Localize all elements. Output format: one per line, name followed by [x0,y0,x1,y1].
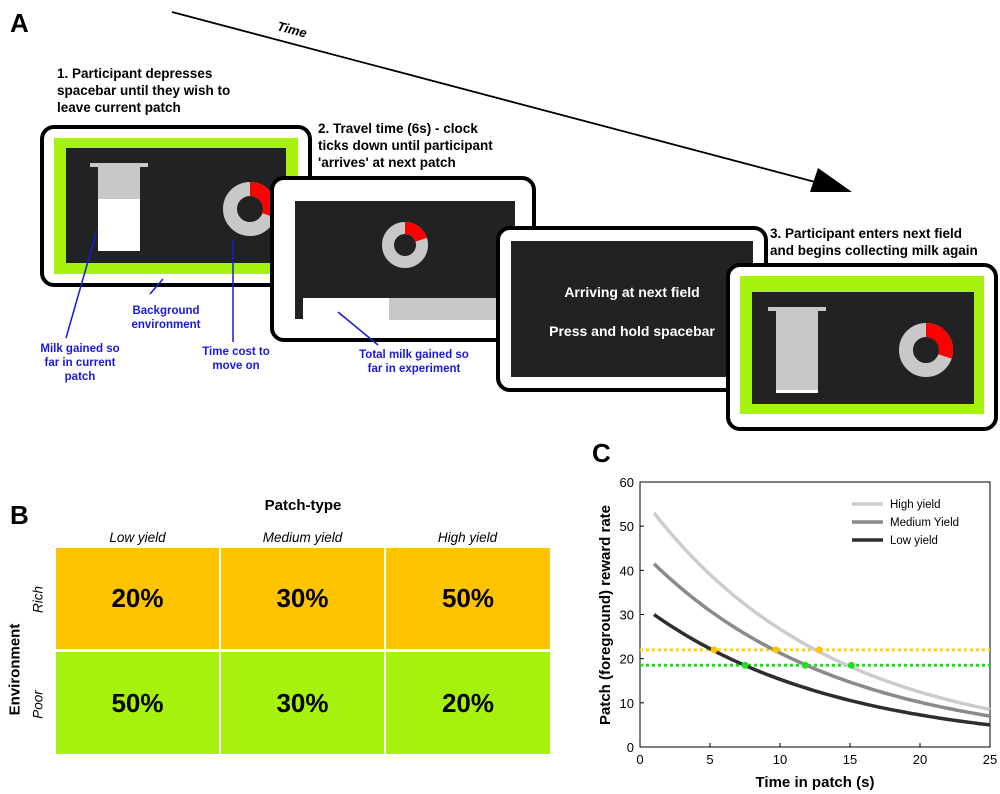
total-milk-remaining [389,298,507,320]
annotation-background-environment: Background environment [113,304,219,332]
x-tick-label: 5 [706,752,713,767]
col-low-yield: Low yield [109,530,166,545]
legend-label: Low yield [890,535,938,547]
cell-poor-high: 20% [386,652,550,754]
cell-poor-low: 50% [56,652,219,754]
y-axis-label: Patch (foreground) reward rate [597,505,614,725]
time-arrow [171,11,852,192]
panel-label-a: A [10,8,29,38]
arriving-message: Arriving at next field [564,284,700,300]
step1-text: 1. Participant depresses spacebar until … [57,65,230,116]
annotation-line: Milk gained so [40,343,120,355]
annotation-line: environment [131,319,201,331]
step1-line: 1. Participant depresses [57,66,213,81]
row-label-poor-wrap: Poor [20,653,56,753]
series-line [652,613,991,727]
screen-next-patch [726,263,998,431]
y-tick-label: 20 [620,652,634,667]
annotation-line: Time cost to [202,346,270,358]
step3-line: 3. Participant enters next field [770,226,963,241]
intersection-point [815,646,823,654]
annotation-lines [65,229,379,346]
jug-lid [768,307,826,311]
foreground-patch [752,292,974,404]
cell-poor-medium: 30% [221,652,384,754]
annotation-milk-patch: Milk gained so far in current patch [25,342,135,384]
background-environment [740,276,984,414]
y-tick-label: 10 [620,696,634,711]
total-milk-filled [303,298,389,320]
intersection-point [801,661,809,669]
x-axis-label: Time in patch (s) [756,774,875,791]
step2-text: 2. Travel time (6s) - clock ticks down u… [318,120,493,171]
step3-line: and begins collecting milk again [770,243,978,258]
arriving-screen: Arriving at next field Press and hold sp… [511,241,753,377]
y-tick-label: 60 [620,475,634,490]
x-tick-label: 15 [843,752,857,767]
annotation-line: patch [64,371,96,383]
legend-label: Medium Yield [890,517,959,529]
annotation-line: far in current [44,357,116,369]
clock-ring-icon [382,221,428,268]
legend-label: High yield [890,499,941,511]
plot-area [639,481,991,748]
table-title: Patch-type [264,497,342,514]
y-tick-label: 40 [620,563,634,578]
reward-rate-chart: 0 5 10 15 20 25 0 10 20 30 40 50 60 High yield Medium… [597,475,997,791]
screen-travel-time [270,176,536,342]
series-line [652,562,991,718]
travel-screen [295,201,515,320]
step2-line: 2. Travel time (6s) - clock [318,121,478,136]
row-label-poor: Poor [30,690,46,719]
annotation-total-milk: Total milk gained so far in experiment [344,348,484,376]
step2-line: 'arrives' at next patch [318,155,456,170]
row-label-rich-wrap: Rich [20,548,56,648]
y-tick-label: 30 [620,608,634,623]
intersection-point [741,661,749,669]
screen-arriving: Arriving at next field Press and hold sp… [496,226,768,392]
step1-line: spacebar until they wish to [57,83,231,98]
cell-rich-low: 20% [56,548,219,649]
x-tick-label: 10 [773,752,787,767]
annotation-line: move on [212,360,260,372]
step1-line: leave current patch [57,100,181,115]
cell-rich-medium: 30% [221,548,384,649]
intersection-point [772,646,780,654]
cell-rich-high: 50% [386,548,550,649]
background-environment [54,138,298,274]
row-label-rich: Rich [30,586,46,614]
spacebar-message: Press and hold spacebar [549,323,715,339]
x-tick-label: 25 [983,752,997,767]
x-tick-label: 20 [913,752,927,767]
intersection-point [710,646,718,654]
step3-text: 3. Participant enters next field and beg… [770,225,978,259]
milk-fill [98,199,140,251]
y-tick-label: 0 [627,740,634,755]
intersection-point [847,661,855,669]
panel-label-b: B [10,500,29,530]
milk-jug [98,167,140,251]
annotation-line: far in experiment [367,363,461,375]
annotation-line: Total milk gained so [359,349,469,361]
col-high-yield: High yield [437,530,498,545]
clock-ring-icon [899,323,954,377]
annotation-time-cost: Time cost to move on [186,345,286,373]
x-tick-label: 0 [636,752,643,767]
annotation-line: Background [132,305,200,317]
y-tick-label: 50 [620,519,634,534]
jug-lid [90,163,148,167]
milk-fill [776,390,818,393]
panel-label-c: C [592,438,611,468]
milk-jug [776,311,818,393]
col-medium-yield: Medium yield [262,530,343,545]
step2-line: ticks down until participant [318,138,493,153]
series-line [652,511,991,712]
